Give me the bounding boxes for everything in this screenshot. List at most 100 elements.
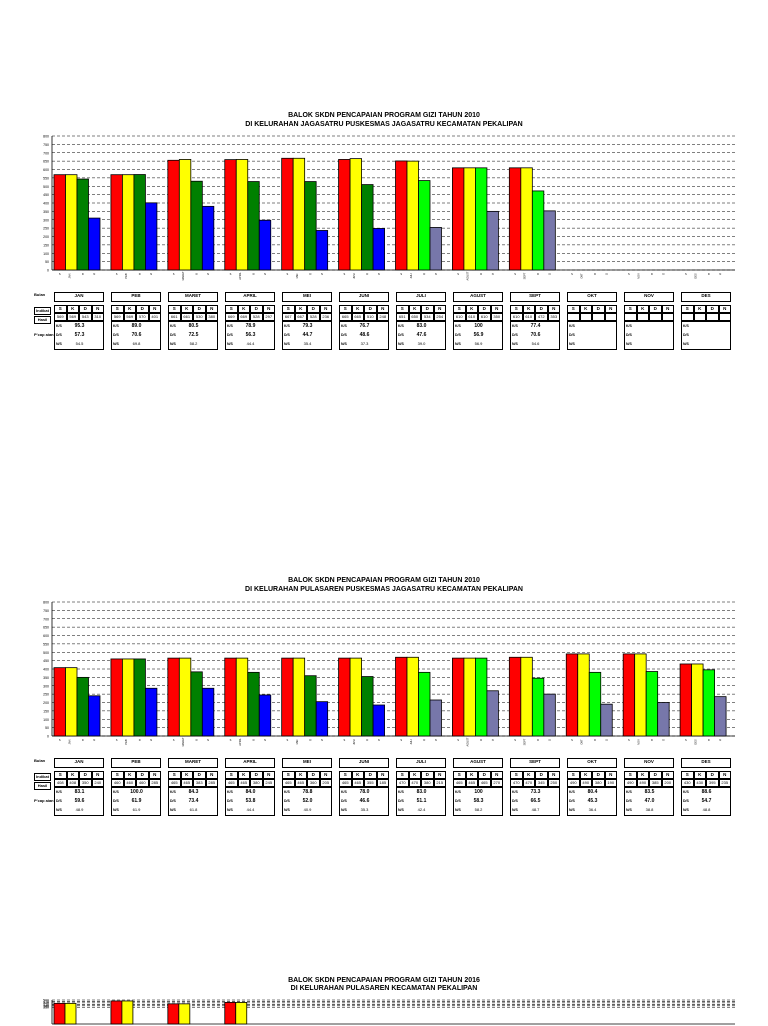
- ratio-label: D/S: [284, 333, 290, 337]
- ratio-label: N/S: [56, 808, 62, 812]
- x-sub-label: D: [253, 738, 255, 742]
- skdn-letter: D: [193, 771, 206, 779]
- month-header: APRIL: [225, 758, 275, 768]
- y-tick-label: 650: [43, 626, 49, 630]
- ratio-value: 58.3: [473, 798, 484, 804]
- hasil-value: 245: [262, 779, 275, 787]
- pencapaian-ns: N/S 61.8: [170, 807, 217, 813]
- ratio-label: D/S: [512, 333, 518, 337]
- pencapaian-block: K/S 84.0 D/S 53.8 N/S 44.4: [225, 787, 275, 816]
- hasil-value: 465: [225, 779, 238, 787]
- hasil-value: 310: [91, 313, 104, 321]
- ratio-label: N/S: [227, 342, 233, 346]
- ratio-label: D/S: [227, 333, 233, 337]
- ratio-label: K/S: [113, 790, 119, 794]
- y-tick-label: 500: [43, 651, 49, 655]
- month-header: JUNI: [339, 758, 389, 768]
- skdn-letter: N: [319, 771, 332, 779]
- ratio-label: D/S: [170, 333, 176, 337]
- bar-k-maret: [178, 1003, 191, 1025]
- hasil-value: 353: [547, 313, 560, 321]
- bar-d-sept: [531, 190, 545, 271]
- bar-k-mei: [292, 157, 306, 271]
- skdn-letter: K: [693, 305, 706, 313]
- ratio-value: 37.3: [360, 341, 369, 346]
- x-sub-label: DES: [693, 273, 697, 279]
- skdn-letter: N: [91, 771, 104, 779]
- pencapaian-ds: D/S: [683, 332, 730, 338]
- ratio-label: N/S: [341, 342, 347, 346]
- table-row-label: P'cap aian: [34, 332, 54, 337]
- skdn-letter: D: [421, 305, 434, 313]
- pencapaian-ks: K/S 73.3: [512, 789, 559, 795]
- x-sub-label: S: [59, 272, 61, 276]
- skdn-letter: S: [681, 305, 694, 313]
- y-tick-label: 750: [43, 609, 49, 613]
- pencapaian-block: K/S 78.9 D/S 56.3 N/S 44.4: [225, 321, 275, 350]
- bar-d-juni: [361, 184, 374, 271]
- pencapaian-ns: N/S 56.9: [455, 341, 502, 347]
- bar-d-jan: [76, 178, 89, 271]
- x-sub-label: PEB: [124, 273, 128, 278]
- hasil-value: 610: [453, 313, 466, 321]
- bar-k-april: [235, 159, 249, 271]
- x-sub-label: D: [82, 738, 84, 742]
- hasil-value: 380: [592, 779, 605, 787]
- ratio-value: 70.6: [530, 332, 541, 338]
- hasil-value: [604, 313, 617, 321]
- table-row-label: Indikat: [34, 307, 51, 315]
- skdn-letter: D: [79, 305, 92, 313]
- pencapaian-ns: N/S 35.4: [284, 341, 331, 347]
- pencapaian-block: K/S 89.0 D/S 70.6 N/S 69.8: [111, 321, 161, 350]
- ratio-label: K/S: [398, 790, 404, 794]
- y-tick-label: 450: [43, 193, 49, 197]
- x-sub-label: D: [423, 272, 425, 276]
- pencapaian-ks: K/S 78.8: [284, 789, 331, 795]
- x-sub-label: D: [309, 272, 311, 276]
- skdn-letter: N: [604, 771, 617, 779]
- skdn-letter: K: [693, 771, 706, 779]
- hasil-value: 254: [433, 313, 446, 321]
- x-sub-label: NOV: [636, 739, 640, 745]
- ratio-value: 58.2: [474, 807, 483, 812]
- ratio-label: D/S: [569, 333, 575, 337]
- pencapaian-ds: D/S 70.6: [512, 332, 559, 338]
- ratio-label: N/S: [569, 808, 575, 812]
- bar-k-sept: [520, 167, 533, 271]
- skdn-letter: K: [465, 305, 478, 313]
- skdn-letter: N: [91, 305, 104, 313]
- x-sub-label: SEPT: [523, 272, 527, 279]
- bar-n-juni: [372, 228, 385, 271]
- bar-d-agust: [475, 167, 488, 271]
- hasil-value: 200: [661, 779, 674, 787]
- pencapaian-block: K/S 77.4 D/S 70.6 N/S 54.6: [510, 321, 560, 350]
- skdn-letter: S: [396, 305, 409, 313]
- ratio-value: 84.0: [245, 789, 256, 795]
- x-sub-label: MARET: [181, 737, 185, 746]
- bar-d-nov: [645, 671, 659, 737]
- ratio-value: 83.0: [416, 789, 427, 795]
- ratio-value: 77.4: [530, 323, 541, 329]
- ratio-label: K/S: [170, 324, 176, 328]
- pencapaian-block: K/S 100 D/S 58.3 N/S 58.2: [453, 787, 503, 816]
- ratio-value: 46.6: [359, 798, 370, 804]
- hasil-value: 490: [636, 779, 649, 787]
- chart1-plot: 0 50 100 150 200 250 300 350 400 450 500 550 600 650 7…: [43, 135, 735, 281]
- chart3-subtitle: DI KELURAHAN PULASAREN KECAMATAN PEKALIP…: [290, 985, 478, 992]
- bar-s-april: [224, 1002, 237, 1025]
- ratio-label: N/S: [512, 342, 518, 346]
- bar-d-agust: [475, 657, 488, 737]
- pencapaian-ds: D/S: [626, 332, 673, 338]
- ratio-label: D/S: [113, 333, 119, 337]
- x-sub-label: MARET: [181, 271, 185, 280]
- bar-n-juni: [372, 704, 385, 737]
- x-sub-label: D: [139, 738, 141, 742]
- month-header: JAN: [54, 292, 104, 302]
- pencapaian-ks: K/S 78.0: [341, 789, 388, 795]
- bar-d-peb: [133, 658, 146, 737]
- ratio-label: D/S: [626, 799, 632, 803]
- ratio-value: 78.8: [302, 789, 313, 795]
- bar-k-peb: [122, 174, 135, 271]
- pencapaian-ds: D/S 73.4: [170, 798, 217, 804]
